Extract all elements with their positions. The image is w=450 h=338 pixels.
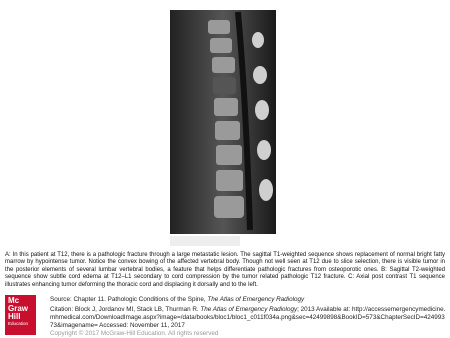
publisher-logo: Mc Graw Hill Education: [5, 295, 36, 335]
book-title: The Atlas of Emergency Radiology: [207, 296, 305, 303]
image-credit: [170, 236, 240, 246]
spinal-canal: [235, 11, 253, 231]
logo-text: Education: [8, 321, 29, 326]
book-title: The Atlas of Emergency Radiology: [200, 306, 298, 313]
citation-text: Citation: Block J, Jordanov MI, Stack LB…: [50, 306, 199, 313]
copyright: Copyright © 2017 McGraw-Hill Education. …: [50, 330, 219, 337]
caption: A: In this patient at T12, there is a pa…: [5, 252, 445, 288]
vertebrae: [208, 20, 244, 218]
source: Source: Chapter 11. Pathologic Condition…: [50, 296, 446, 304]
source-text: Source: Chapter 11. Pathologic Condition…: [50, 296, 206, 303]
logo-text: Graw: [8, 304, 29, 313]
posterior-elements: [252, 32, 273, 201]
figure: [170, 10, 276, 246]
citation-text: ; 2013 Available at: http://accessemerge…: [50, 306, 446, 329]
logo-text: Mc: [8, 296, 20, 305]
logo-text: Hill: [8, 312, 21, 321]
citation: Citation: Block J, Jordanov MI, Stack LB…: [50, 306, 446, 330]
